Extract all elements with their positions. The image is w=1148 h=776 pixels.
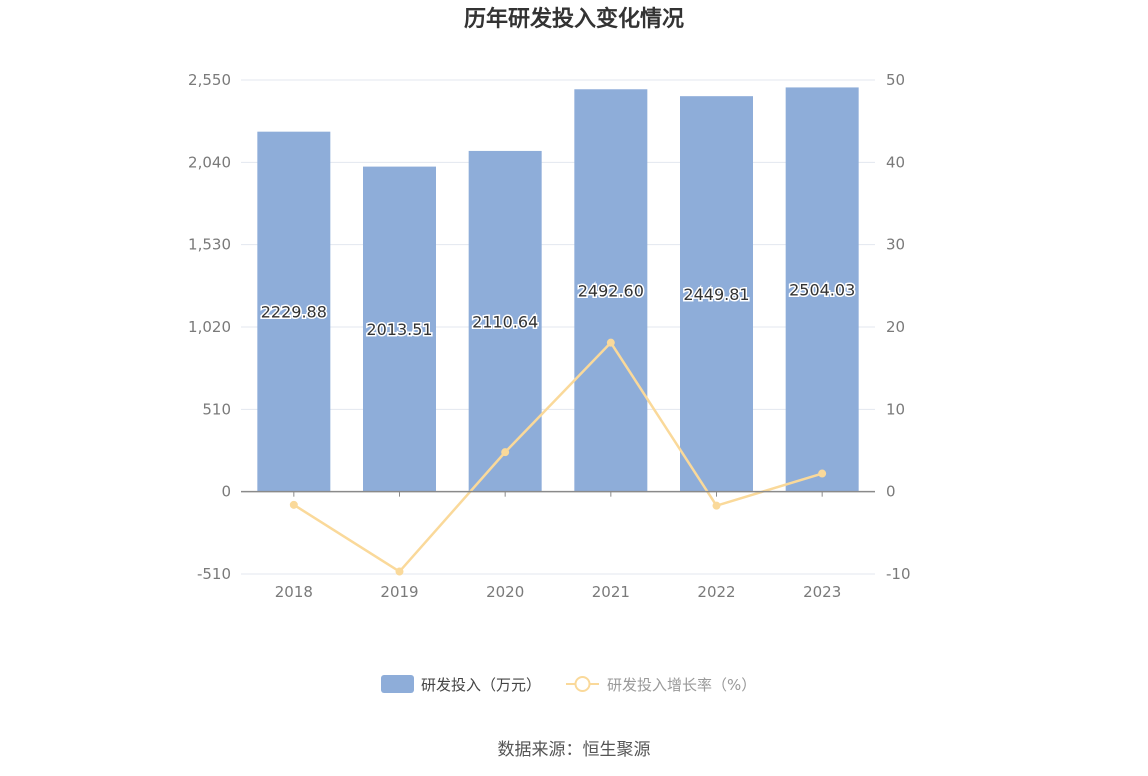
line-series bbox=[289, 338, 827, 576]
bar[interactable] bbox=[574, 89, 648, 492]
bar-data-label: 2504.03 bbox=[789, 281, 855, 300]
bar-data-labels: 2229.88 2013.51 2110.64 2492.60 2449.81 2504.… bbox=[259, 279, 857, 341]
legend-line-marker bbox=[574, 676, 591, 692]
x-tick-label: 2022 bbox=[697, 583, 735, 601]
legend-bar-label: 研发投入（万元） bbox=[421, 676, 541, 694]
grid-lines bbox=[241, 79, 875, 575]
bar-data-label: 2013.51 bbox=[366, 320, 432, 339]
line-point[interactable] bbox=[606, 338, 615, 347]
bar-data-label: 2110.64 bbox=[472, 312, 538, 331]
y-left-tick-label: 1,020 bbox=[188, 318, 231, 336]
bar-data-label: 2229.88 bbox=[261, 303, 327, 322]
legend-item-bar[interactable]: 研发投入（万元） bbox=[381, 675, 541, 694]
x-tick-label: 2021 bbox=[592, 583, 630, 601]
y-left-tick-label: 2,040 bbox=[188, 153, 231, 171]
growth-line bbox=[293, 340, 823, 574]
y-right-tick-label: 50 bbox=[886, 71, 905, 89]
line-point[interactable] bbox=[289, 500, 298, 509]
y-left-tick-label: 1,530 bbox=[188, 236, 231, 254]
x-tick-label: 2020 bbox=[486, 583, 524, 601]
line-point[interactable] bbox=[501, 448, 510, 457]
legend-bar-swatch bbox=[381, 675, 414, 693]
legend: 研发投入（万元） 研发投入增长率（%） bbox=[381, 675, 756, 694]
bar-series bbox=[257, 87, 859, 492]
x-tick-label: 2019 bbox=[380, 583, 418, 601]
bar-data-label: 2492.60 bbox=[578, 281, 644, 300]
chart-title: 历年研发投入变化情况 bbox=[464, 6, 684, 32]
legend-line-label: 研发投入增长率（%） bbox=[607, 676, 756, 694]
line-point[interactable] bbox=[395, 567, 404, 576]
y-right-tick-label: 10 bbox=[886, 400, 905, 418]
bar-data-label: 2449.81 bbox=[683, 285, 749, 304]
axes: 2,550 2,040 1,530 1,020 510 0 -510 50 40 30 20 10 0 -… bbox=[188, 71, 910, 601]
y-right-tick-label: -10 bbox=[886, 565, 911, 583]
y-right-tick-label: 20 bbox=[886, 318, 905, 336]
y-right-tick-label: 30 bbox=[886, 236, 905, 254]
x-tick-label: 2018 bbox=[275, 583, 313, 601]
source-text: 数据来源：恒生聚源 bbox=[498, 740, 651, 760]
bar[interactable] bbox=[785, 87, 859, 492]
y-left-tick-label: 2,550 bbox=[188, 71, 231, 89]
x-tick-label: 2023 bbox=[803, 583, 841, 601]
bar[interactable] bbox=[468, 150, 542, 492]
bar[interactable] bbox=[363, 166, 436, 492]
legend-item-line[interactable]: 研发投入增长率（%） bbox=[566, 676, 756, 694]
y-right-tick-label: 0 bbox=[886, 483, 896, 501]
line-point[interactable] bbox=[818, 469, 827, 478]
bar[interactable] bbox=[257, 131, 331, 492]
y-left-tick-label: -510 bbox=[197, 565, 231, 583]
y-right-tick-label: 40 bbox=[886, 153, 905, 171]
line-point[interactable] bbox=[712, 501, 721, 510]
y-left-tick-label: 0 bbox=[221, 483, 231, 501]
bar[interactable] bbox=[680, 96, 753, 492]
y-left-tick-label: 510 bbox=[202, 400, 231, 418]
